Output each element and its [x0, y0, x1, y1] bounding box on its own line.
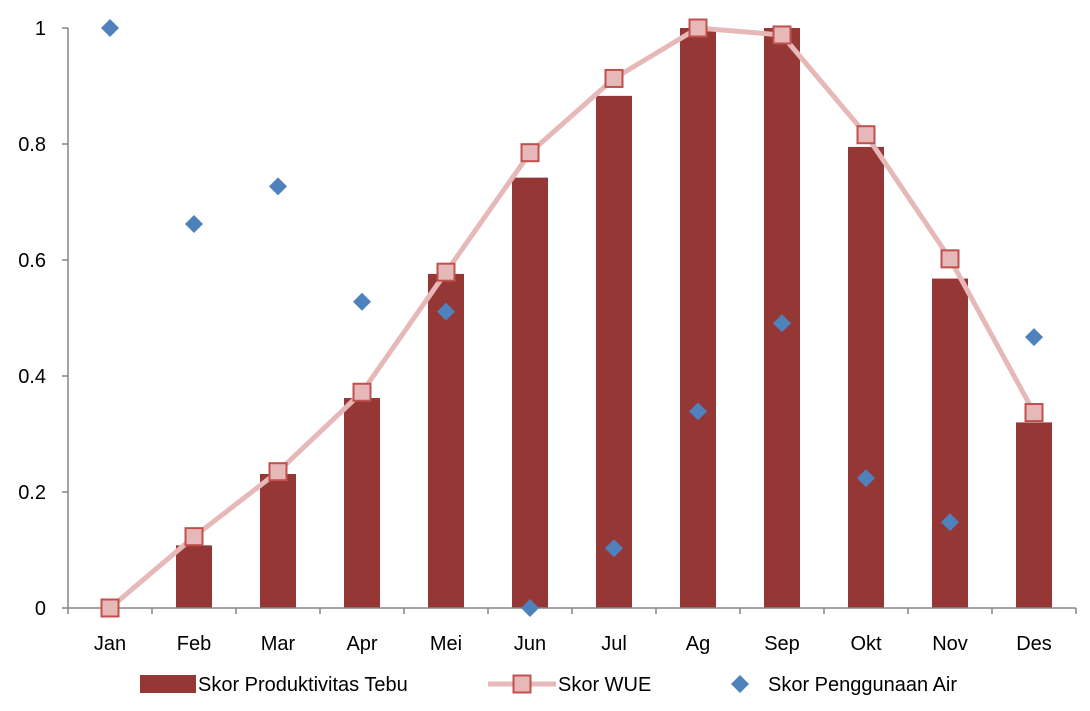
water-use-point-mar — [269, 177, 287, 196]
water-use-point-jan — [101, 19, 119, 37]
bar-ag — [680, 28, 716, 608]
bar-apr — [344, 398, 380, 608]
bar-mar — [260, 474, 296, 608]
y-tick-label: 0.6 — [18, 250, 46, 272]
legend-label-bar: Skor Produktivitas Tebu — [198, 674, 408, 696]
legend-label-line: Skor WUE — [558, 674, 651, 696]
water-use-point-jun — [521, 599, 539, 617]
wue-marker-ag — [688, 18, 708, 38]
water-use-point-nov — [941, 513, 959, 532]
wue-marker-jun — [520, 143, 540, 163]
water-use-point-feb — [185, 215, 203, 234]
x-tick-label-des: Des — [1016, 633, 1052, 655]
wue-marker-jan — [100, 598, 120, 618]
wue-marker-mei — [436, 262, 456, 282]
water-use-point-okt — [857, 469, 875, 488]
x-tick-label-jul: Jul — [601, 633, 627, 655]
water-use-point-jul — [605, 539, 623, 558]
line-series — [108, 25, 1037, 610]
wue-marker-feb — [184, 527, 204, 547]
x-tick-label-sep: Sep — [764, 633, 800, 655]
bar-feb — [176, 545, 212, 608]
y-tick-label: 0.2 — [18, 482, 46, 504]
legend-swatch-scatter — [731, 675, 749, 693]
bar-jun — [512, 177, 548, 608]
y-tick-label: 1 — [35, 18, 46, 40]
legend-swatch-line-marker — [512, 674, 532, 694]
x-tick-label-jan: Jan — [94, 633, 126, 655]
line-markers — [100, 18, 1044, 618]
water-use-point-apr — [353, 292, 371, 311]
x-tick-label-mar: Mar — [261, 633, 296, 655]
x-axis-ticks: Jan Feb Mar Apr Mei Jun Jul Ag Sep Okt Nov Des — [67, 608, 1077, 655]
y-axis-ticks: 0 0.2 0.4 0.6 0.8 1 — [18, 18, 68, 620]
x-tick-label-mei: Mei — [430, 633, 462, 655]
legend: Skor Produktivitas Tebu Skor WUE Skor Peng… — [140, 674, 957, 696]
water-use-point-des — [1025, 328, 1043, 347]
legend-label-scatter: Skor Penggunaan Air — [768, 674, 957, 696]
wue-marker-mar — [268, 462, 288, 482]
wue-marker-jul — [604, 68, 624, 88]
x-tick-label-ag: Ag — [686, 633, 710, 655]
x-tick-label-jun: Jun — [514, 633, 546, 655]
water-use-point-sep — [773, 314, 791, 333]
bar-des — [1016, 422, 1052, 608]
water-use-point-ag — [689, 402, 707, 421]
y-tick-label: 0.8 — [18, 134, 46, 156]
legend-swatch-bar — [140, 675, 196, 693]
wue-marker-nov — [940, 249, 960, 269]
x-tick-label-okt: Okt — [850, 633, 882, 655]
x-tick-label-nov: Nov — [932, 633, 968, 655]
wue-marker-okt — [856, 125, 876, 145]
water-use-point-mei — [437, 302, 455, 321]
y-tick-label: 0 — [35, 598, 46, 620]
bar-series — [176, 28, 1052, 609]
bar-okt — [848, 146, 884, 608]
wue-marker-sep — [772, 25, 792, 45]
wue-marker-apr — [352, 382, 372, 402]
x-tick-label-apr: Apr — [346, 633, 377, 655]
wue-marker-des — [1024, 403, 1044, 423]
bar-nov — [932, 278, 968, 608]
wue-line — [108, 25, 1037, 610]
bar-jul — [596, 95, 632, 609]
y-tick-label: 0.4 — [18, 366, 46, 388]
bar-mei — [428, 273, 464, 608]
scatter-series — [101, 19, 1043, 617]
x-tick-label-feb: Feb — [177, 633, 211, 655]
